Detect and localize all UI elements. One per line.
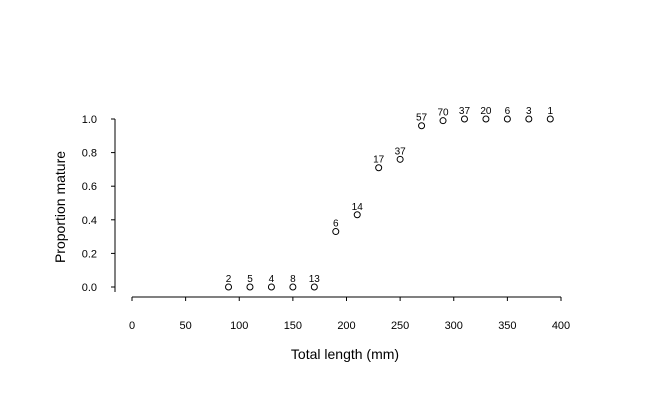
data-point — [289, 283, 297, 291]
data-point — [503, 115, 511, 123]
x-axis-title: Total length (mm) — [291, 346, 399, 362]
sample-size-label: 14 — [352, 202, 364, 213]
sample-size-label: 37 — [459, 106, 471, 117]
sample-size-label: 1 — [547, 106, 553, 117]
sample-size-label: 4 — [269, 274, 275, 285]
x-axis: 0 50 100 150 200 250 300 350 400 — [129, 296, 570, 332]
sample-size-label: 6 — [333, 219, 339, 230]
x-tick-label: 300 — [445, 320, 463, 332]
data-point — [525, 115, 533, 123]
x-tick-label: 50 — [180, 320, 192, 332]
y-tick-label: 0.2 — [82, 248, 97, 260]
x-tick-label: 250 — [391, 320, 409, 332]
x-tick-label: 200 — [337, 320, 355, 332]
y-tick-label: 0.4 — [82, 215, 97, 227]
data-point — [310, 283, 318, 291]
sample-size-label: 37 — [395, 146, 407, 157]
data-points: 2 5 4 8 13 6 14 17 37 57 70 37 20 6 3 1 — [225, 106, 554, 291]
sample-size-label: 13 — [309, 274, 321, 285]
data-point — [332, 228, 340, 236]
sample-size-label: 2 — [226, 274, 232, 285]
x-tick-label: 0 — [129, 320, 135, 332]
y-tick-label: 0.6 — [82, 181, 97, 193]
y-tick-label: 0.8 — [82, 148, 97, 160]
sample-size-label: 20 — [480, 106, 492, 117]
data-point — [460, 115, 468, 123]
x-tick-label: 100 — [230, 320, 248, 332]
data-point — [375, 164, 383, 172]
sample-size-label: 57 — [416, 113, 428, 124]
data-point — [482, 115, 490, 123]
data-point — [267, 283, 275, 291]
sample-size-label: 5 — [247, 274, 253, 285]
data-point — [225, 283, 233, 291]
x-tick-label: 150 — [284, 320, 302, 332]
y-tick-label: 1.0 — [82, 114, 97, 126]
data-point — [353, 211, 361, 219]
data-point — [418, 122, 426, 130]
sample-size-label: 6 — [505, 106, 511, 117]
data-point — [439, 117, 447, 125]
y-tick-label: 0.0 — [82, 282, 97, 294]
x-tick-label: 400 — [552, 320, 570, 332]
y-axis: 0.0 0.2 0.4 0.6 0.8 1.0 — [82, 114, 116, 294]
sample-size-label: 70 — [437, 108, 449, 119]
sample-size-label: 17 — [373, 155, 385, 166]
data-point — [546, 115, 554, 123]
y-axis-title: Proportion mature — [52, 151, 68, 263]
x-tick-label: 350 — [498, 320, 516, 332]
data-point — [396, 155, 404, 163]
data-point — [246, 283, 254, 291]
sample-size-label: 3 — [526, 106, 532, 117]
sample-size-label: 8 — [290, 274, 296, 285]
